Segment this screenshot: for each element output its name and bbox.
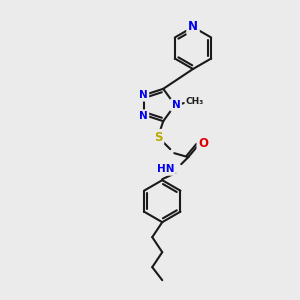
Text: N: N: [139, 90, 148, 100]
Text: CH₃: CH₃: [186, 98, 204, 106]
Text: N: N: [172, 100, 180, 110]
Text: S: S: [154, 131, 163, 144]
Text: N: N: [188, 20, 198, 34]
Text: N: N: [139, 111, 148, 121]
Text: O: O: [198, 137, 208, 150]
Text: HN: HN: [157, 164, 174, 174]
